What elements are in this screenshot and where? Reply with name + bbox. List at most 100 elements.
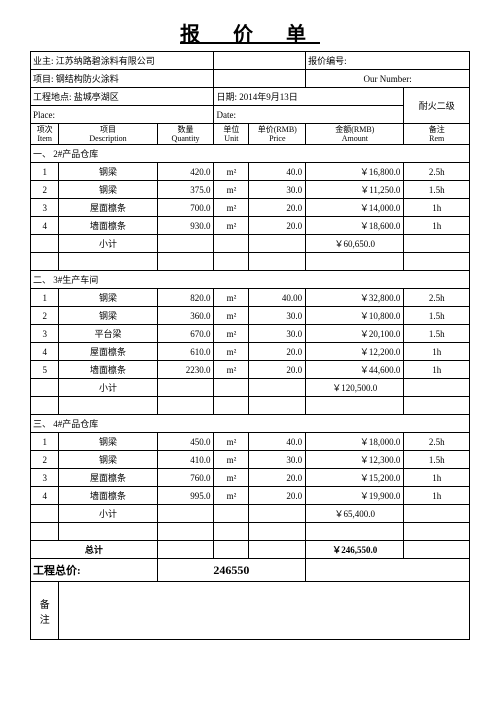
row-desc: 屋面檩条 [59,343,157,361]
cell [59,523,157,541]
row-rem: 2.5h [404,433,470,451]
cell [404,379,470,397]
cell [157,505,214,523]
row-desc: 平台梁 [59,325,157,343]
cell [59,253,157,271]
cell [249,235,306,253]
row-amount: ￥18,600.0 [306,217,404,235]
row-price: 40.0 [249,163,306,181]
cell [306,523,404,541]
row-unit: m² [214,163,249,181]
cell [157,523,214,541]
cell [249,253,306,271]
grand-value: 246550 [157,559,306,582]
cell [214,397,249,415]
row-price: 20.0 [249,199,306,217]
row-qty: 610.0 [157,343,214,361]
row-qty: 760.0 [157,469,214,487]
cell [404,235,470,253]
cell [404,505,470,523]
section-head: 三、 4#产品仓库 [31,415,470,433]
row-num: 1 [31,289,59,307]
row-unit: m² [214,217,249,235]
section-head: 二、 3#生产车间 [31,271,470,289]
row-qty: 450.0 [157,433,214,451]
row-unit: m² [214,451,249,469]
row-rem: 1.5h [404,451,470,469]
row-num: 4 [31,487,59,505]
page-title: 报 价 单 [0,0,500,51]
cell [157,379,214,397]
row-amount: ￥12,200.0 [306,343,404,361]
row-num: 2 [31,451,59,469]
row-num: 4 [31,343,59,361]
cell [306,559,470,582]
cell [404,253,470,271]
row-unit: m² [214,343,249,361]
row-unit: m² [214,289,249,307]
our-number: Our Number: [306,70,470,88]
row-desc: 钢梁 [59,451,157,469]
blank [214,52,306,70]
row-price: 30.0 [249,325,306,343]
row-price: 20.0 [249,361,306,379]
subtotal-amount: ￥65,400.0 [306,505,404,523]
row-qty: 670.0 [157,325,214,343]
cell [31,523,59,541]
row-price: 20.0 [249,469,306,487]
row-unit: m² [214,199,249,217]
row-num: 2 [31,181,59,199]
subtotal-amount: ￥120,500.0 [306,379,404,397]
subtotal-label: 小计 [59,505,157,523]
row-rem: 1h [404,199,470,217]
subtotal-label: 小计 [59,379,157,397]
row-desc: 钢梁 [59,163,157,181]
row-qty: 410.0 [157,451,214,469]
row-price: 20.0 [249,487,306,505]
row-amount: ￥11,250.0 [306,181,404,199]
row-unit: m² [214,433,249,451]
fire-level: 耐火二级 [404,88,470,124]
row-amount: ￥14,000.0 [306,199,404,217]
row-num: 4 [31,217,59,235]
cell [31,253,59,271]
cell [157,541,214,559]
cell [214,505,249,523]
cell [214,379,249,397]
row-desc: 钢梁 [59,307,157,325]
row-unit: m² [214,487,249,505]
row-amount: ￥32,800.0 [306,289,404,307]
row-desc: 钢梁 [59,181,157,199]
cell [404,523,470,541]
col-qty: 数量Quantity [157,124,214,145]
cell [59,397,157,415]
subtotal-amount: ￥60,650.0 [306,235,404,253]
project-cell: 项目: 钢结构防火涂料 [31,70,214,88]
row-desc: 墙面檩条 [59,217,157,235]
row-num: 1 [31,433,59,451]
row-price: 40.0 [249,433,306,451]
row-rem: 2.5h [404,289,470,307]
place-en: Place: [31,106,214,124]
row-qty: 375.0 [157,181,214,199]
cell [31,397,59,415]
row-price: 30.0 [249,181,306,199]
row-unit: m² [214,307,249,325]
remarks-label: 备注 [31,582,59,640]
row-amount: ￥20,100.0 [306,325,404,343]
row-unit: m² [214,469,249,487]
row-unit: m² [214,325,249,343]
col-amount: 金额(RMB)Amount [306,124,404,145]
row-price: 30.0 [249,307,306,325]
cell [249,541,306,559]
row-qty: 2230.0 [157,361,214,379]
grand-label: 工程总价: [31,559,158,582]
cell [214,235,249,253]
row-rem: 1h [404,343,470,361]
row-qty: 700.0 [157,199,214,217]
cell [157,253,214,271]
row-rem: 1h [404,361,470,379]
row-amount: ￥16,800.0 [306,163,404,181]
row-price: 30.0 [249,451,306,469]
total-amount: ￥246,550.0 [306,541,404,559]
